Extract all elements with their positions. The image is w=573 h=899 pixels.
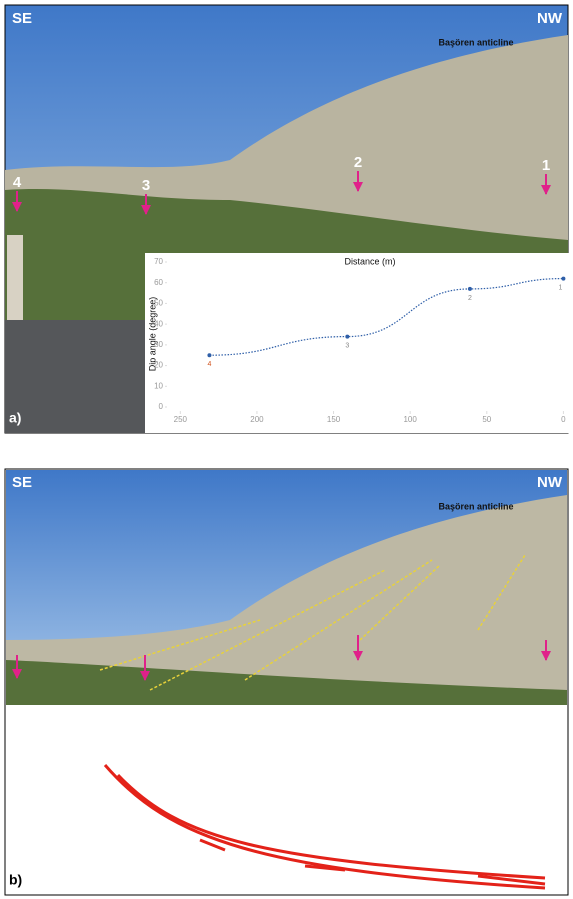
chart-box (145, 253, 570, 433)
marker-label: 2 (354, 154, 362, 171)
y-tick-label: 40 (154, 319, 163, 328)
x-tick-label: 200 (250, 415, 264, 424)
right-label: NW (537, 474, 563, 491)
road (5, 320, 145, 433)
markers: 4 3 2 1 (12, 154, 551, 215)
x-tick-label: 0 (561, 415, 566, 424)
marker-label: 3 (142, 177, 150, 194)
y-tick-label: 70 (154, 257, 163, 266)
x-tick-label: 250 (174, 415, 188, 424)
panel-label: b) (9, 872, 22, 888)
point (207, 353, 212, 358)
right-label: NW (537, 10, 563, 27)
point (561, 276, 566, 281)
series-line (209, 277, 564, 356)
left-label: SE (12, 474, 32, 491)
y-tick-label: 20 (154, 361, 163, 370)
point (467, 286, 472, 291)
point-label: 1 (558, 284, 562, 291)
marker-label: 4 (13, 174, 22, 191)
person (7, 235, 23, 320)
hill (6, 495, 567, 705)
point (345, 334, 350, 339)
y-axis-title: Dip angle (degree) (147, 297, 157, 372)
feature-label: Başören anticline (438, 37, 513, 47)
point-label: 3 (345, 342, 349, 349)
panel-label: a) (9, 410, 21, 426)
faults (103, 764, 546, 890)
x-tick-label: 100 (403, 415, 417, 424)
point-label: 4 (207, 361, 211, 368)
marker-label: 1 (542, 157, 550, 174)
point-label: 2 (468, 295, 472, 302)
y-tick-label: 50 (154, 299, 163, 308)
y-tick-label: 10 (154, 381, 163, 390)
y-tick-label: 60 (154, 278, 163, 287)
feature-label: Başören anticline (438, 501, 513, 511)
y-tick-label: 30 (154, 340, 163, 349)
x-tick-label: 150 (327, 415, 341, 424)
left-label: SE (12, 10, 32, 27)
markers (12, 635, 551, 681)
panel-b (4, 468, 569, 896)
bedding-traces (99, 554, 526, 691)
y-tick-label: 0 (159, 402, 164, 411)
x-axis-title: Distance (m) (344, 256, 395, 266)
x-tick-label: 50 (482, 415, 491, 424)
